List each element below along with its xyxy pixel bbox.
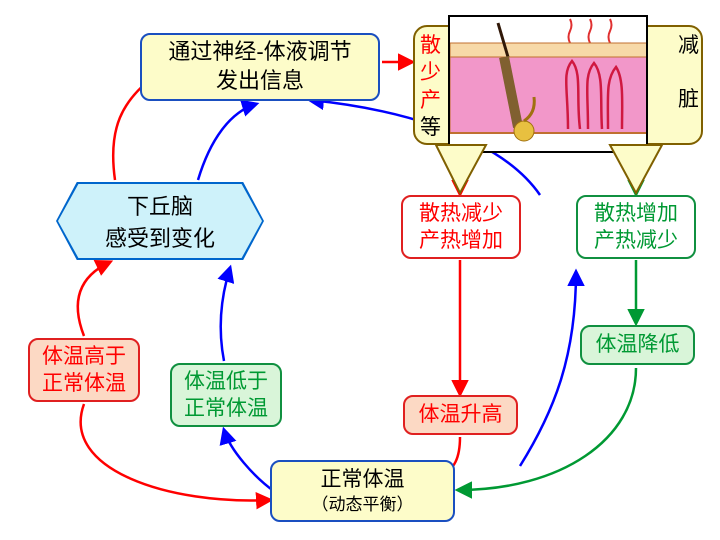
tr-l1: 散: [420, 32, 441, 59]
node-high-temp: 体温高于 正常体温: [28, 338, 140, 402]
top-right-right-col: 减 脏: [678, 32, 699, 114]
low-temp-line1: 体温低于: [184, 368, 268, 395]
hypothalamus-line1: 下丘脑: [105, 189, 215, 221]
tr-l2: 少: [420, 59, 441, 86]
high-temp-line1: 体温高于: [42, 343, 126, 370]
less-more-line2: 产热增加: [419, 227, 503, 254]
node-less-more: 散热减少 产热增加: [401, 195, 521, 259]
low-temp-line2: 正常体温: [184, 395, 268, 422]
normal-temp-line1: 正常体温: [312, 466, 414, 493]
tr-l3: 产: [420, 87, 441, 114]
tr-l4: 等: [420, 114, 441, 141]
regulation-line1: 通过神经-体液调节: [168, 38, 351, 67]
regulation-line2: 发出信息: [168, 67, 351, 96]
tr-r2: 脏: [678, 86, 699, 113]
node-normal-temp: 正常体温 （动态平衡）: [270, 460, 455, 522]
node-hypothalamus: 下丘脑 感受到变化: [58, 184, 262, 258]
temp-rise-text: 体温升高: [419, 401, 503, 428]
node-regulation: 通过神经-体液调节 发出信息: [140, 33, 380, 101]
high-temp-line2: 正常体温: [42, 370, 126, 397]
hypothalamus-line2: 感受到变化: [105, 221, 215, 253]
more-less-line1: 散热增加: [594, 200, 678, 227]
tr-r1: 减: [678, 32, 699, 59]
node-more-less: 散热增加 产热减少: [576, 195, 696, 259]
top-right-left-col: 散 少 产 等: [420, 32, 441, 141]
more-less-line2: 产热减少: [594, 227, 678, 254]
node-low-temp: 体温低于 正常体温: [170, 363, 282, 427]
temp-fall-text: 体温降低: [596, 331, 680, 358]
normal-temp-line2: （动态平衡）: [312, 494, 414, 516]
skin-svg: [450, 17, 648, 153]
skin-inset: [448, 15, 648, 153]
node-temp-rise: 体温升高: [403, 395, 518, 435]
less-more-line1: 散热减少: [419, 200, 503, 227]
node-temp-fall: 体温降低: [580, 325, 695, 365]
